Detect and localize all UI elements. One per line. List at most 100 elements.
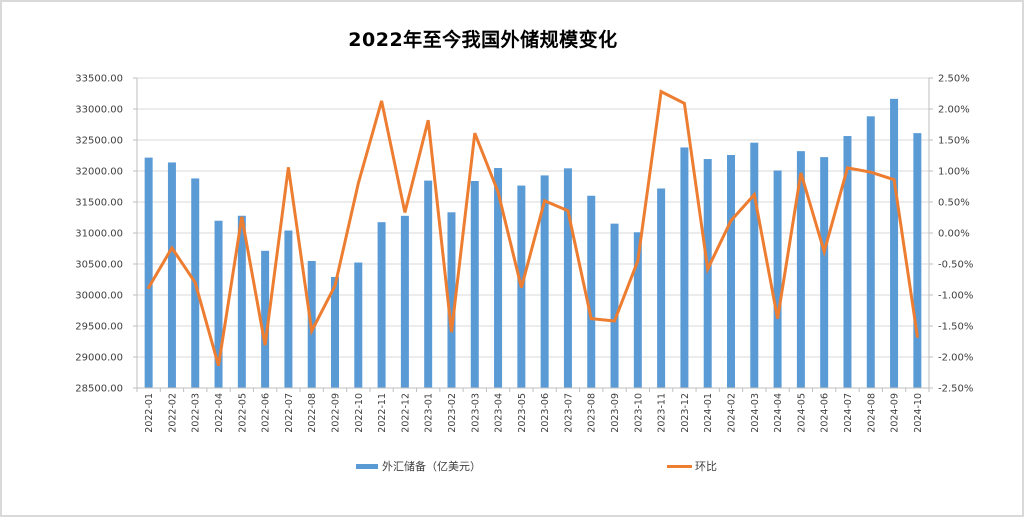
bar xyxy=(284,230,293,388)
bar xyxy=(796,151,805,388)
x-tick-label: 2023-04 xyxy=(494,393,505,433)
line-swatch-icon xyxy=(667,464,692,468)
x-tick-label: 2024-02 xyxy=(727,393,738,433)
x-tick-label: 2024-01 xyxy=(703,393,714,433)
bar-swatch-icon xyxy=(356,463,378,469)
right-tick-label: 2.00% xyxy=(938,105,970,116)
x-tick-label: 2022-08 xyxy=(307,393,318,433)
x-tick-label: 2022-11 xyxy=(377,393,388,433)
bar xyxy=(354,262,363,388)
right-tick-label: 0.00% xyxy=(938,229,970,240)
bar xyxy=(750,142,759,388)
x-tick-label: 2024-07 xyxy=(843,393,854,433)
right-tick-label: 2.50% xyxy=(938,74,970,85)
x-tick-label: 2022-04 xyxy=(214,393,225,433)
x-tick-label: 2023-06 xyxy=(540,393,551,433)
x-tick-label: 2024-04 xyxy=(773,393,784,433)
bar xyxy=(167,162,176,388)
gridlines xyxy=(137,77,929,358)
bar xyxy=(494,168,503,388)
right-tick-label: -0.50% xyxy=(938,260,973,271)
bar xyxy=(400,215,409,388)
x-tick-label: 2022-07 xyxy=(284,393,295,433)
legend-line-label: 环比 xyxy=(695,460,717,473)
x-tick-label: 2023-03 xyxy=(470,393,481,433)
x-tick-label: 2022-01 xyxy=(144,393,155,433)
x-tick-label: 2022-02 xyxy=(167,393,178,433)
bar xyxy=(540,175,549,388)
bar xyxy=(563,168,572,388)
right-tick-label: -2.00% xyxy=(938,353,973,364)
bar xyxy=(680,147,689,388)
bar xyxy=(633,232,642,388)
x-tick-label: 2023-02 xyxy=(447,393,458,433)
bar xyxy=(820,157,829,388)
x-tick-label: 2024-10 xyxy=(913,393,924,433)
x-tick-label: 2024-03 xyxy=(750,393,761,433)
bar xyxy=(261,250,270,388)
left-tick-label: 32500.00 xyxy=(75,136,123,147)
left-tick-label: 33000.00 xyxy=(75,105,123,116)
bar xyxy=(890,98,899,388)
right-y-axis: 2.50% 2.00% 1.50% 1.00% 0.50% 0.00% -0.50% -1.0… xyxy=(928,74,973,395)
x-tick-label: 2024-08 xyxy=(866,393,877,433)
mom-line xyxy=(147,89,919,367)
right-tick-label: 1.00% xyxy=(938,167,970,178)
x-tick-label: 2022-06 xyxy=(261,393,272,433)
bar xyxy=(913,133,922,388)
x-tick-label: 2022-05 xyxy=(237,393,248,433)
bar xyxy=(331,277,339,388)
bar xyxy=(587,195,596,388)
x-tick-label: 2023-05 xyxy=(517,393,528,433)
x-tick-label: 2022-10 xyxy=(354,393,365,433)
bar xyxy=(843,136,852,388)
left-tick-label: 30000.00 xyxy=(75,291,123,302)
bar xyxy=(424,180,433,388)
bar xyxy=(610,223,619,388)
bar xyxy=(237,215,246,388)
left-y-axis: 33500.00 33000.00 32500.00 32000.00 31500.00… xyxy=(75,74,138,395)
left-tick-label: 29000.00 xyxy=(75,353,123,364)
left-tick-label: 29500.00 xyxy=(75,322,123,333)
x-tick-label: 2024-05 xyxy=(796,393,807,433)
bar xyxy=(377,222,386,388)
bar xyxy=(866,116,875,388)
bar xyxy=(703,159,712,388)
bar xyxy=(773,170,782,388)
x-tick-label: 2024-09 xyxy=(890,393,901,433)
x-tick-label: 2023-01 xyxy=(424,393,435,433)
left-tick-label: 31500.00 xyxy=(75,198,123,209)
chart-title: 2022年至今我国外储规模变化 xyxy=(348,29,618,51)
x-tick-label: 2022-09 xyxy=(331,393,342,433)
x-axis: 2022-01 2022-02 2022-03 2022-04 2022-05 2022-… xyxy=(136,387,930,433)
bar xyxy=(657,188,666,388)
x-tick-label: 2023-08 xyxy=(587,393,598,433)
bar xyxy=(144,157,153,388)
right-tick-label: 0.50% xyxy=(938,198,970,209)
legend-bar-label: 外汇储备（亿美元） xyxy=(382,460,481,473)
right-tick-label: -1.50% xyxy=(938,322,973,333)
x-tick-label: 2023-12 xyxy=(680,393,691,433)
left-tick-label: 33500.00 xyxy=(75,74,123,85)
right-tick-label: -2.50% xyxy=(938,384,973,395)
bar xyxy=(727,155,735,388)
x-tick-label: 2023-11 xyxy=(657,393,668,433)
bar xyxy=(214,220,223,388)
x-tick-label: 2024-06 xyxy=(820,393,831,433)
x-tick-label: 2022-03 xyxy=(191,393,202,433)
x-tick-label: 2023-07 xyxy=(563,393,574,433)
line-series-mom-change xyxy=(147,89,919,367)
bar xyxy=(447,212,456,388)
legend-item-bar: 外汇储备（亿美元） xyxy=(356,458,481,474)
left-tick-label: 28500.00 xyxy=(75,384,123,395)
bar xyxy=(470,180,479,388)
x-tick-label: 2023-10 xyxy=(633,393,644,433)
left-tick-label: 32000.00 xyxy=(75,167,123,178)
left-tick-label: 31000.00 xyxy=(75,229,123,240)
left-tick-label: 30500.00 xyxy=(75,260,123,271)
right-tick-label: 1.50% xyxy=(938,136,970,147)
right-tick-label: -1.00% xyxy=(938,291,973,302)
x-tick-label: 2023-09 xyxy=(610,393,621,433)
x-tick-label: 2022-12 xyxy=(400,393,411,433)
